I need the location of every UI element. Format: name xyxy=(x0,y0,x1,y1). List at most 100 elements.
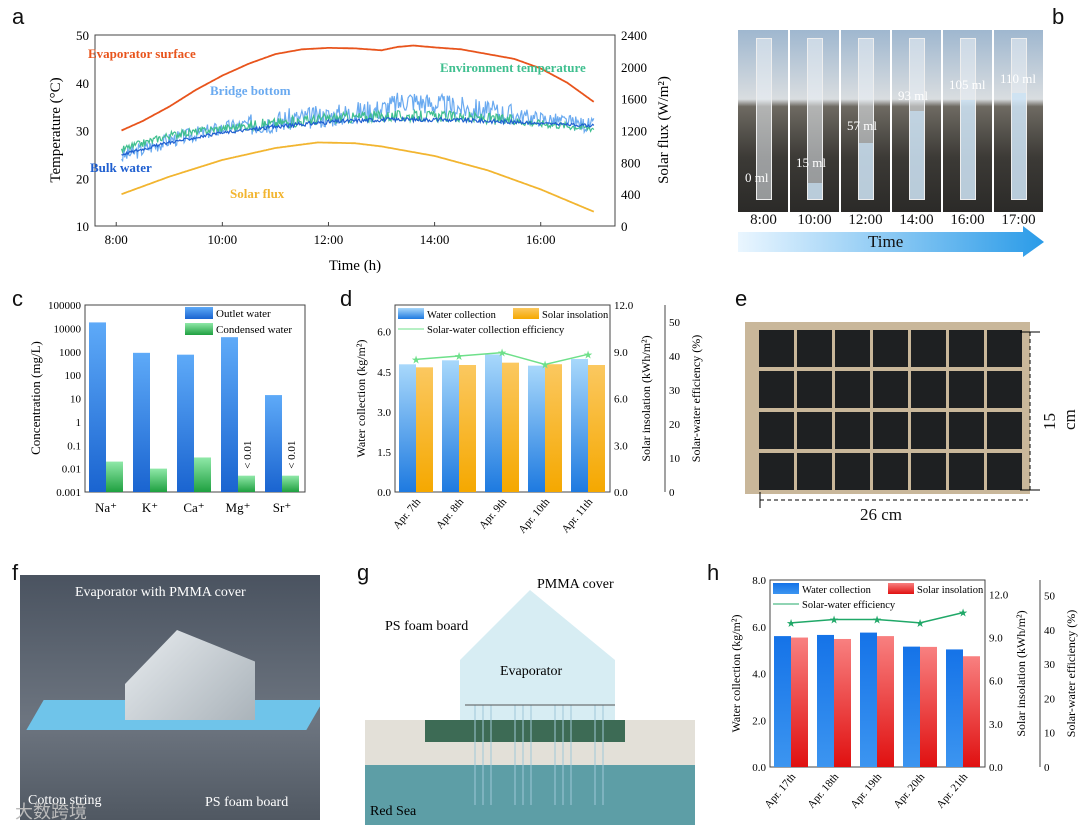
bar-outlet-water xyxy=(133,352,150,492)
y-tick-label: 0.0 xyxy=(377,487,391,499)
legend-label: Solar insolation xyxy=(917,585,984,596)
x-tick-label: Apr. 17th xyxy=(762,771,798,811)
evaporator-tile xyxy=(949,412,984,449)
bar-water-collection xyxy=(860,632,877,767)
series-annotation: Environment temperature xyxy=(440,60,586,75)
evaporator-tile xyxy=(911,330,946,367)
bar-water-collection xyxy=(817,634,834,767)
y-tick-label: 10 xyxy=(76,219,89,234)
evaporator-tile xyxy=(797,330,832,367)
legend-swatch-insolation xyxy=(888,583,914,594)
evaporator-tile xyxy=(759,412,794,449)
time-label: 8:00 xyxy=(750,212,777,228)
y3-tick-label: 10 xyxy=(1044,728,1056,740)
y3-tick-label: 0 xyxy=(669,487,675,499)
evaporator-tile xyxy=(949,371,984,408)
y-tick-label: 20 xyxy=(76,171,89,186)
evaporator-tile xyxy=(911,412,946,449)
legend-swatch-insolation xyxy=(513,308,539,319)
series-line-solar-flux xyxy=(121,141,595,213)
pmma-cover xyxy=(125,630,255,720)
bar-water-collection xyxy=(442,360,459,492)
y-tick-label: 4.0 xyxy=(752,669,766,681)
bar-solar-insolation xyxy=(416,367,433,492)
efficiency-marker: ★ xyxy=(497,348,507,360)
cylinder-photo: 57 ml xyxy=(841,30,892,212)
graduated-cylinder xyxy=(858,38,874,200)
legend-label: Outlet water xyxy=(216,308,271,320)
y2-tick-label: 0 xyxy=(621,219,628,234)
bar-water-collection xyxy=(528,365,545,492)
bar-outlet-water xyxy=(265,395,282,492)
y-tick-label: 0.01 xyxy=(62,464,81,476)
water-level xyxy=(961,99,975,199)
x-tick-label: Apr. 18th xyxy=(805,771,841,811)
series-line-bridge-bottom xyxy=(121,92,595,163)
y-tick-label: 3.0 xyxy=(377,407,391,419)
bar-solar-insolation xyxy=(502,362,519,492)
height-label: 15 cm xyxy=(1040,409,1079,430)
x-tick-label: 10:00 xyxy=(208,232,238,247)
below-detection-label: < 0.01 xyxy=(286,441,298,469)
panel-label-e: e xyxy=(735,286,748,311)
x-tick-label: Apr. 7th xyxy=(391,496,424,532)
evaporator-tile xyxy=(797,412,832,449)
x-tick-label: 12:00 xyxy=(314,232,344,247)
label-evaporator: Evaporator xyxy=(500,664,563,679)
label-pmma-cover: PMMA cover xyxy=(537,577,614,592)
legend-label: Solar insolation xyxy=(542,310,609,321)
efficiency-marker: ★ xyxy=(958,608,968,620)
y-tick-label: 0.001 xyxy=(56,487,81,499)
legend-label: Solar-water collection efficiency xyxy=(427,325,565,336)
y-tick-label: 1.5 xyxy=(377,447,391,459)
panel-label-f: f xyxy=(12,560,19,585)
legend-label: Water collection xyxy=(427,310,497,321)
y-tick-label: 4.5 xyxy=(377,367,391,379)
water-level xyxy=(808,183,822,199)
y3-tick-label: 50 xyxy=(1044,590,1056,602)
y2-tick-label: 12.0 xyxy=(614,300,634,312)
y3-tick-label: 30 xyxy=(1044,659,1056,671)
y3-tick-label: 30 xyxy=(669,385,681,397)
bar-condensed-water xyxy=(106,461,123,492)
bar-solar-insolation xyxy=(920,646,937,767)
x-axis-label: Time (h) xyxy=(329,258,381,274)
series-line-bulk-water xyxy=(121,115,595,156)
time-arrow xyxy=(738,226,1044,257)
y-axis-label: Water collection (kg/m²) xyxy=(354,340,368,458)
x-tick-label: Apr. 8th xyxy=(434,496,467,532)
bar-water-collection xyxy=(485,354,502,492)
y2-tick-label: 2000 xyxy=(621,60,647,75)
label-cotton-string: Cotton string xyxy=(28,793,102,808)
series-line-evaporator-surface xyxy=(121,44,595,132)
y3-tick-label: 20 xyxy=(669,419,681,431)
y2-tick-label: 1200 xyxy=(621,124,647,139)
volume-label: 0 ml xyxy=(745,170,769,185)
series-annotation: Bulk water xyxy=(90,160,152,175)
evaporator-tile xyxy=(987,330,1022,367)
graduated-cylinder xyxy=(960,38,976,200)
bar-outlet-water xyxy=(177,354,194,492)
y-tick-label: 1000 xyxy=(59,347,82,359)
efficiency-line xyxy=(415,351,589,366)
y2-axis-label: Solar flux (W/m²) xyxy=(656,76,672,184)
x-tick-label: Apr. 10th xyxy=(516,496,552,536)
label-red-sea: Red Sea xyxy=(370,804,417,819)
efficiency-marker: ★ xyxy=(872,614,882,626)
y-tick-label: 2.0 xyxy=(752,715,766,727)
y3-tick-label: 50 xyxy=(669,317,681,329)
bar-water-collection xyxy=(903,646,920,767)
y2-tick-label: 0.0 xyxy=(989,762,1003,774)
label-ps-foam-board: PS foam board xyxy=(385,619,468,634)
x-tick-label: Mg⁺ xyxy=(226,500,251,515)
y3-tick-label: 40 xyxy=(1044,625,1056,637)
bar-water-collection xyxy=(774,636,791,767)
cylinder-photo: 0 ml xyxy=(739,30,790,212)
y3-tick-label: 0 xyxy=(1044,762,1050,774)
y2-tick-label: 6.0 xyxy=(989,676,1003,688)
x-tick-label: Ca⁺ xyxy=(183,500,204,515)
legend-swatch-outlet xyxy=(185,307,213,319)
cylinder-photo: 15 ml xyxy=(790,30,841,212)
y-tick-label: 8.0 xyxy=(752,575,766,587)
cylinder-photo: 93 ml xyxy=(892,30,943,212)
